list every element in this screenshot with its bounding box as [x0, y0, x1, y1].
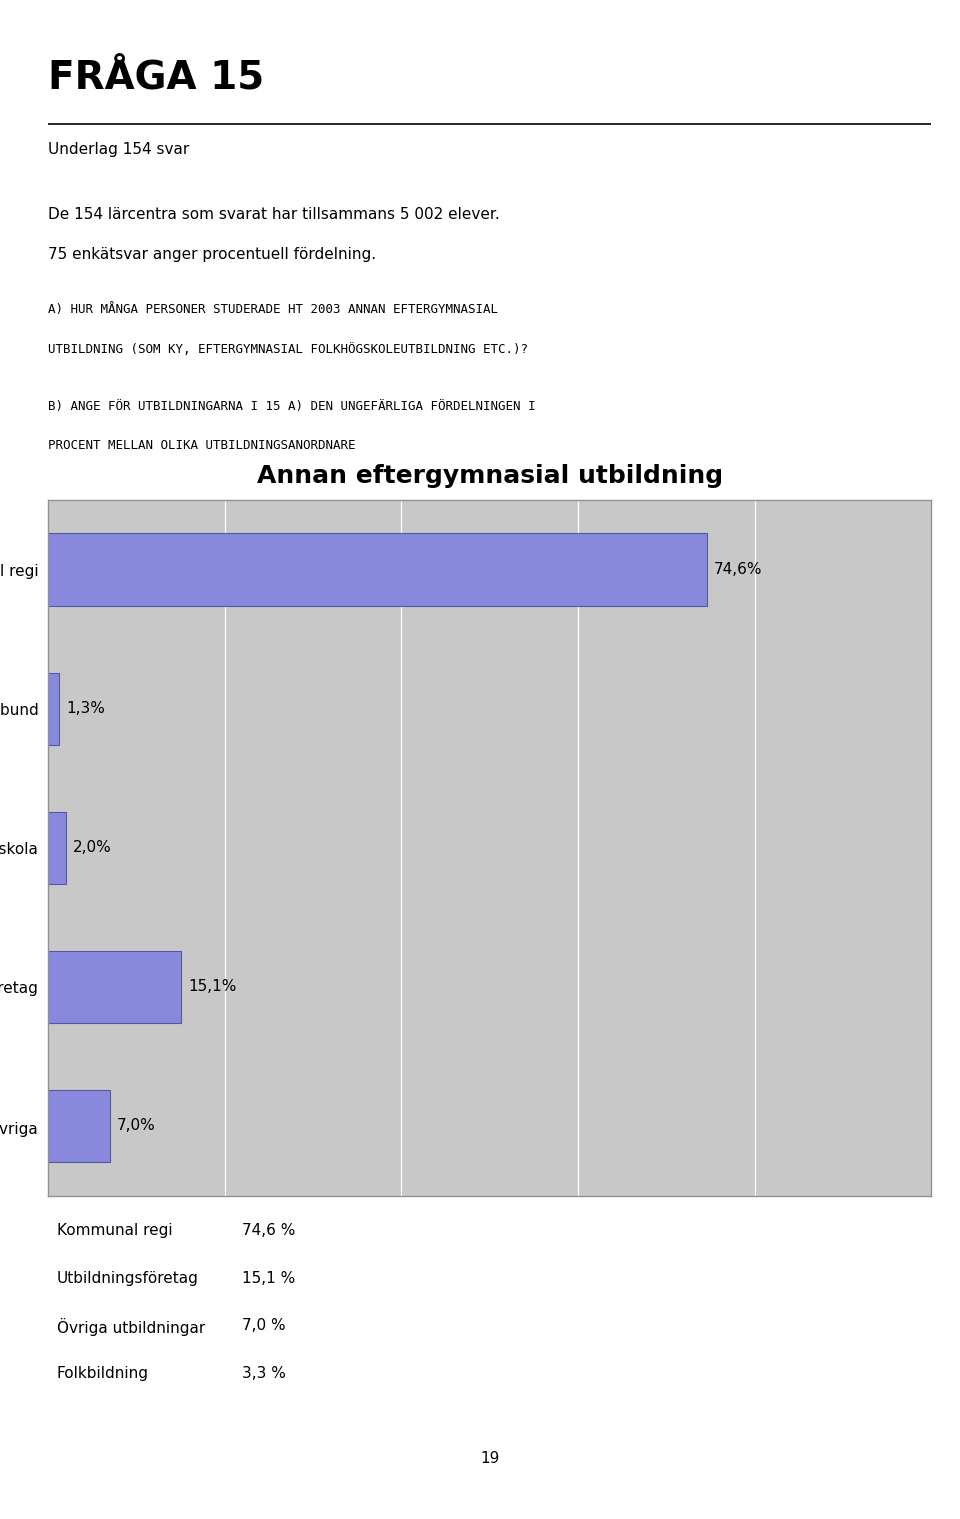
- Text: A) HUR MÅNGA PERSONER STUDERADE HT 2003 ANNAN EFTERGYMNASIAL: A) HUR MÅNGA PERSONER STUDERADE HT 2003 …: [48, 304, 498, 316]
- Text: Underlag 154 svar: Underlag 154 svar: [48, 141, 189, 156]
- Bar: [48, 811, 65, 884]
- Text: 74,6 %: 74,6 %: [242, 1223, 296, 1238]
- Text: Övriga utbildningar: Övriga utbildningar: [57, 1318, 205, 1337]
- Text: Kommunal regi: Kommunal regi: [57, 1223, 173, 1238]
- Text: Folkbildning: Folkbildning: [57, 1366, 149, 1381]
- Text: PROCENT MELLAN OLIKA UTBILDNINGSANORDNARE: PROCENT MELLAN OLIKA UTBILDNINGSANORDNAR…: [48, 439, 355, 453]
- Text: 3,3 %: 3,3 %: [242, 1366, 286, 1381]
- Text: De 154 lärcentra som svarat har tillsammans 5 002 elever.: De 154 lärcentra som svarat har tillsamm…: [48, 207, 500, 222]
- Text: UTBILDNING (SOM KY, EFTERGYMNASIAL FOLKHÖGSKOLEUTBILDNING ETC.)?: UTBILDNING (SOM KY, EFTERGYMNASIAL FOLKH…: [48, 343, 528, 355]
- Text: 75 enkätsvar anger procentuell fördelning.: 75 enkätsvar anger procentuell fördelnin…: [48, 246, 376, 261]
- Text: 15,1 %: 15,1 %: [242, 1270, 296, 1285]
- Bar: [48, 673, 60, 744]
- Text: FRÅGA 15: FRÅGA 15: [48, 59, 264, 97]
- Text: 19: 19: [480, 1451, 499, 1466]
- Text: 2,0%: 2,0%: [73, 840, 111, 855]
- Bar: [48, 951, 181, 1024]
- Text: B) ANGE FÖR UTBILDNINGARNA I 15 A) DEN UNGEFÄRLIGA FÖRDELNINGEN I: B) ANGE FÖR UTBILDNINGARNA I 15 A) DEN U…: [48, 399, 536, 413]
- Text: Utbildningsföretag: Utbildningsföretag: [57, 1270, 199, 1285]
- Text: 1,3%: 1,3%: [66, 702, 106, 717]
- Bar: [48, 1089, 109, 1162]
- Title: Annan eftergymnasial utbildning: Annan eftergymnasial utbildning: [256, 465, 723, 489]
- Text: 7,0 %: 7,0 %: [242, 1318, 286, 1334]
- Text: 15,1%: 15,1%: [188, 980, 237, 995]
- Text: 7,0%: 7,0%: [117, 1118, 156, 1133]
- Bar: [48, 533, 707, 606]
- Text: 74,6%: 74,6%: [714, 562, 762, 577]
